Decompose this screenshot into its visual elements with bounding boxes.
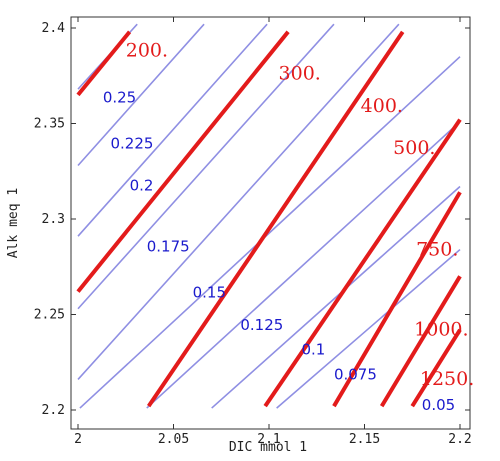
red-contour-line [147, 30, 405, 408]
red-contour-label: 1000. [414, 319, 468, 341]
red-contour-label: 300. [279, 63, 321, 85]
blue-contour-label: 0.225 [110, 134, 153, 152]
x-tick-label: 2.05 [158, 432, 189, 447]
y-tick-label: 2.2 [42, 403, 65, 418]
plot-frame [70, 16, 471, 430]
blue-contour-label: 0.175 [147, 237, 190, 255]
red-contour-line [379, 275, 462, 408]
red-contour-label: 200. [126, 40, 168, 62]
y-tick-label: 2.35 [34, 117, 65, 132]
blue-contour-label: 0.2 [130, 176, 154, 194]
red-contour-line [332, 191, 462, 408]
blue-contour-line [79, 56, 461, 409]
blue-contour-label: 0.05 [422, 396, 455, 414]
red-contour-line [76, 30, 132, 97]
y-axis-title: Alk meq 1 [6, 188, 21, 258]
x-tick-label: 2.15 [349, 432, 380, 447]
y-tick-label: 2.4 [42, 21, 66, 36]
blue-contour-label: 0.15 [193, 283, 226, 301]
x-axis-title: DIC mmol 1 [229, 440, 307, 455]
red-contour-label: 500. [393, 137, 435, 159]
axis-ticks: 2 2.05 2.1 2.15 2.2 2.2 2.25 2.3 2.35 2.4 [34, 17, 472, 447]
blue-contour-label: 0.075 [334, 365, 377, 383]
blue-contour-label: 0.25 [103, 88, 136, 106]
red-contour-line [76, 30, 290, 293]
red-contour-label: 400. [361, 95, 403, 117]
blue-contour-label: 0.1 [301, 341, 325, 359]
x-tick-label: 2 [74, 432, 82, 447]
x-tick-label: 2.2 [448, 432, 471, 447]
blue-contour-line [146, 120, 461, 409]
blue-contour-label: 0.125 [240, 316, 283, 334]
blue-contour-line [77, 23, 335, 310]
contour-labels: 0.25 0.225 0.2 0.175 0.15 0.125 0.1 0.075 0.05 20… [103, 40, 474, 414]
blue-contour-line [77, 23, 205, 167]
y-tick-label: 2.25 [34, 308, 65, 323]
blue-contour-line [211, 185, 461, 409]
blue-contour-line [77, 23, 400, 380]
red-contour-line [263, 118, 462, 408]
red-contour-label: 750. [416, 238, 458, 260]
red-contour-lines [76, 30, 462, 408]
y-tick-label: 2.3 [42, 212, 65, 227]
red-contour-line [410, 328, 462, 408]
x-tick-label: 2.1 [257, 432, 280, 447]
blue-contour-line [77, 23, 268, 237]
blue-contour-line [276, 248, 461, 409]
red-contour-label: 1250. [420, 368, 474, 390]
blue-contour-lines [77, 23, 461, 409]
